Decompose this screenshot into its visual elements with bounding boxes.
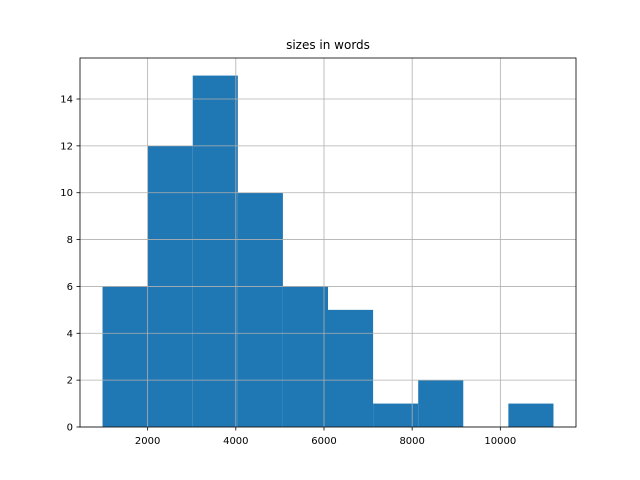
x-tick-label: 4000 [223, 436, 248, 447]
bar [102, 286, 148, 427]
plot-frame [79, 57, 577, 428]
y-tick-label: 2 [67, 376, 73, 387]
y-tick-label: 0 [67, 423, 73, 434]
x-tick-label: 10000 [484, 436, 516, 447]
bar [328, 309, 374, 427]
x-tick-label: 6000 [311, 436, 336, 447]
y-tick-label: 4 [67, 329, 73, 340]
y-tick-label: 12 [60, 141, 73, 152]
y-tick-label: 8 [67, 235, 73, 246]
y-tick-label: 10 [60, 188, 73, 199]
bar [373, 403, 419, 427]
x-tick-label: 8000 [399, 436, 424, 447]
bar [237, 192, 283, 427]
bar [282, 286, 328, 427]
y-tick-label: 6 [67, 282, 73, 293]
bar [418, 380, 464, 427]
chart-title: sizes in words [286, 38, 370, 52]
bar [508, 403, 554, 427]
x-tick-label: 2000 [135, 436, 160, 447]
y-tick-label: 14 [60, 95, 73, 106]
bar [192, 75, 238, 428]
